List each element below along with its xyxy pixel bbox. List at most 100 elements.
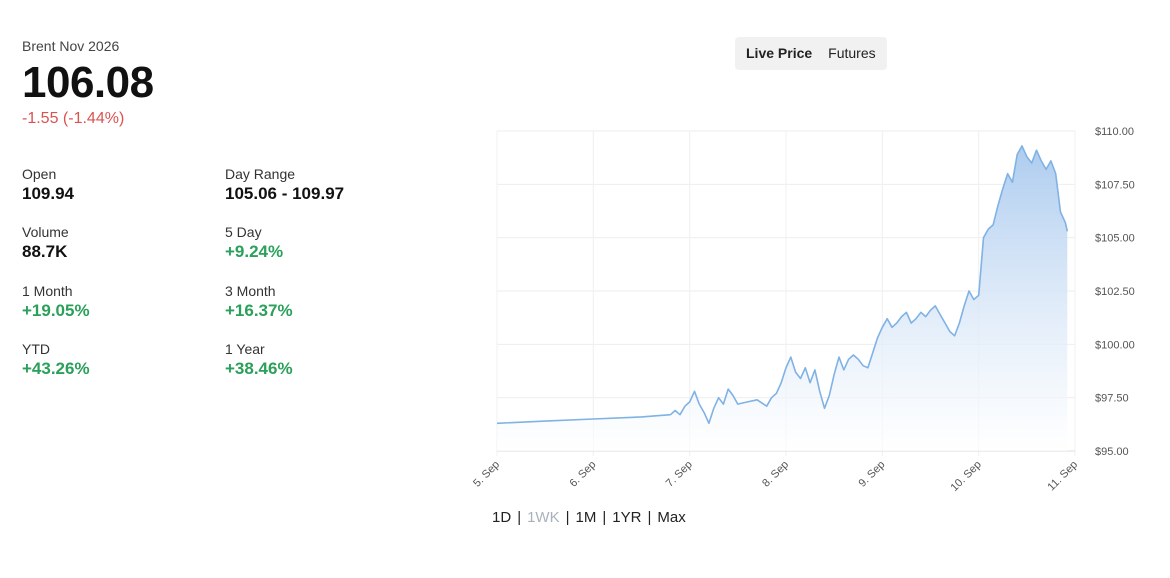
data-point <box>698 403 700 405</box>
data-point <box>1045 168 1047 170</box>
stat-label: YTD <box>22 341 50 357</box>
stat-value: +16.37% <box>225 301 293 320</box>
data-point <box>1026 156 1028 158</box>
data-point <box>795 371 797 373</box>
data-point <box>1066 230 1068 232</box>
data-point <box>727 388 729 390</box>
data-point <box>1036 149 1038 151</box>
data-point <box>1002 188 1004 190</box>
data-point <box>804 367 806 369</box>
data-point <box>881 326 883 328</box>
data-point <box>771 397 773 399</box>
stat-volume: Volume 88.7K <box>22 224 222 263</box>
stat-1-year: 1 Year +38.46% <box>225 341 425 380</box>
data-point <box>872 352 874 354</box>
range-separator: | <box>647 509 652 526</box>
range-max[interactable]: Max <box>657 509 686 526</box>
stat-value: 88.7K <box>22 242 68 261</box>
data-point <box>867 367 869 369</box>
data-point <box>963 305 965 307</box>
data-point <box>679 414 681 416</box>
data-point <box>790 356 792 358</box>
data-point <box>983 237 985 239</box>
data-point <box>1011 181 1013 183</box>
data-point <box>949 331 951 333</box>
x-tick-label: 9. Sep <box>856 459 887 490</box>
y-tick-label: $100.00 <box>1095 339 1135 351</box>
range-1yr[interactable]: 1YR <box>612 509 642 526</box>
data-point <box>925 316 927 318</box>
data-point <box>886 318 888 320</box>
y-tick-label: $102.50 <box>1095 286 1135 298</box>
last-price: 106.08 <box>22 58 154 107</box>
stat-label: 5 Day <box>225 224 262 240</box>
data-point <box>732 395 734 397</box>
x-axis-labels: 5. Sep 6. Sep 7. Sep 8. Sep 9. Sep 10. Sep 11.… <box>471 459 1080 494</box>
data-point <box>722 403 724 405</box>
stat-value: +19.05% <box>22 301 90 320</box>
data-point <box>920 311 922 313</box>
x-tick-label: 5. Sep <box>471 459 502 490</box>
range-1wk[interactable]: 1WK <box>527 509 560 526</box>
data-point <box>958 322 960 324</box>
data-point <box>1050 160 1052 162</box>
data-point <box>775 392 777 394</box>
toggle-futures[interactable]: Futures <box>828 45 876 61</box>
data-point <box>1055 173 1057 175</box>
stat-label: 1 Month <box>22 283 73 299</box>
chart-points <box>496 145 1068 424</box>
stat-label: Day Range <box>225 166 296 182</box>
data-point <box>862 365 864 367</box>
instrument-name: Brent Nov 2026 <box>22 38 120 54</box>
data-point <box>641 416 643 418</box>
data-point <box>973 299 975 301</box>
stat-ytd: YTD +43.26% <box>22 341 222 380</box>
y-axis-labels: $95.00 $97.50 $100.00 $102.50 $105.00 $107.50… <box>1095 126 1135 458</box>
data-point <box>987 228 989 230</box>
data-point <box>833 373 835 375</box>
x-tick-label: 11. Sep <box>1045 459 1080 494</box>
data-point <box>1064 222 1066 224</box>
price-type-toggle: Live Price Futures <box>735 37 887 70</box>
range-1d[interactable]: 1D <box>492 509 512 526</box>
data-point <box>669 414 671 416</box>
stat-label: Open <box>22 166 57 182</box>
data-point <box>1007 173 1009 175</box>
range-separator: | <box>602 509 607 526</box>
range-separator: | <box>517 509 522 526</box>
data-point <box>1040 160 1042 162</box>
x-tick-label: 7. Sep <box>664 459 695 490</box>
toggle-live-price[interactable]: Live Price <box>738 40 821 67</box>
data-point <box>703 412 705 414</box>
data-point <box>713 407 715 409</box>
stat-value: +43.26% <box>22 359 90 378</box>
data-point <box>901 316 903 318</box>
data-point <box>689 401 691 403</box>
data-point <box>934 305 936 307</box>
data-point <box>747 401 749 403</box>
data-point <box>814 369 816 371</box>
stat-value: 109.94 <box>22 184 74 203</box>
quote-header: Brent Nov 2026 106.08 -1.55 (-1.44%) <box>22 38 442 128</box>
range-separator: | <box>565 509 570 526</box>
data-point <box>819 390 821 392</box>
range-1m[interactable]: 1M <box>575 509 597 526</box>
data-point <box>708 422 710 424</box>
stat-value: +38.46% <box>225 359 293 378</box>
data-point <box>915 318 917 320</box>
data-point <box>809 382 811 384</box>
data-point <box>674 410 676 412</box>
data-point <box>930 309 932 311</box>
data-point <box>1016 154 1018 156</box>
data-point <box>496 422 498 424</box>
data-point <box>694 390 696 392</box>
stat-1-month: 1 Month +19.05% <box>22 283 222 322</box>
stat-value: 105.06 - 109.97 <box>225 184 345 203</box>
stat-value: +9.24% <box>225 242 284 261</box>
chart-area-fill <box>497 145 1068 451</box>
data-point <box>828 395 830 397</box>
price-change: -1.55 (-1.44%) <box>22 110 125 127</box>
y-tick-label: $107.50 <box>1095 179 1135 191</box>
range-selector: 1D | 1WK | 1M | 1YR | Max <box>492 509 686 526</box>
data-point <box>1021 145 1023 147</box>
